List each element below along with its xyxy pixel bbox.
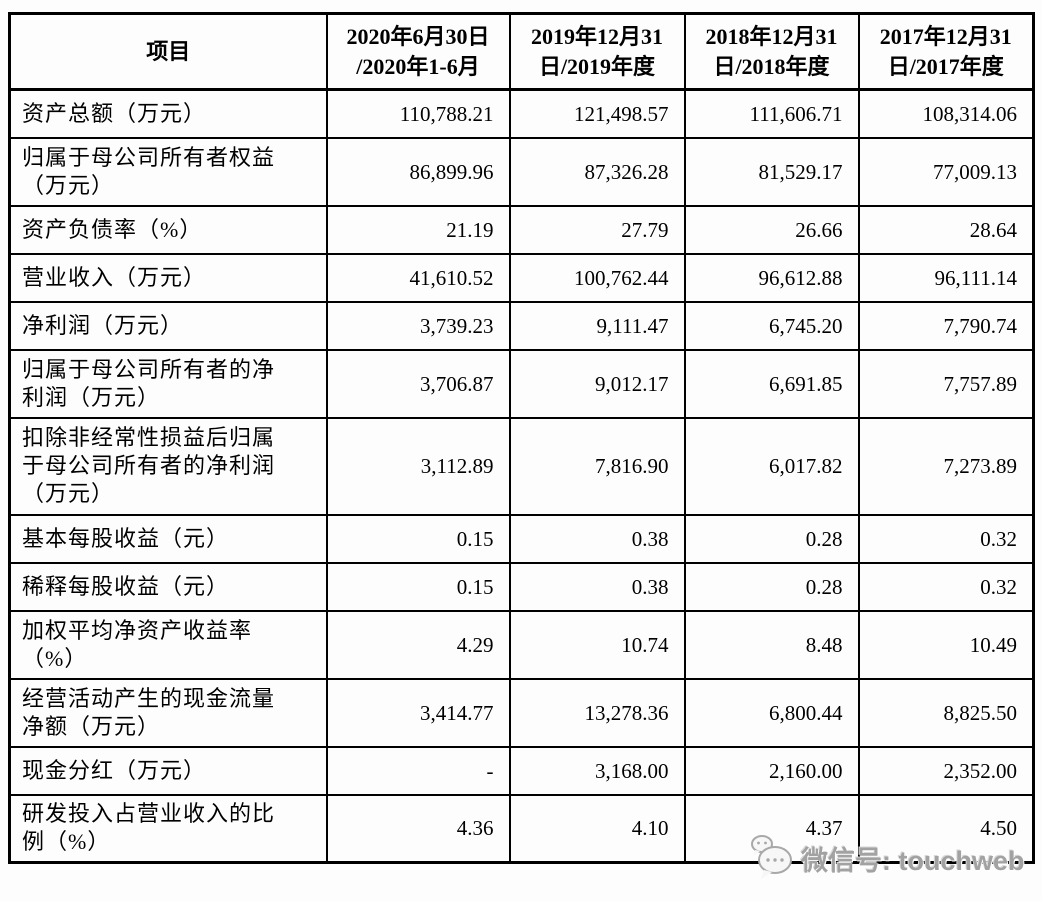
cell-value: 3,706.87 [325,348,511,419]
table-row: 净利润（万元） 3,739.23 9,111.47 6,745.20 7,790.74 [8,300,1035,351]
col-header-2020: 2020年6月30日 /2020年1-6月 [325,12,511,91]
row-label: 研发投入占营业收入的比 例（%） [8,793,328,864]
cell-value: 27.79 [508,204,686,255]
cell-value: 9,111.47 [508,300,686,351]
row-label: 资产总额（万元） [8,88,328,139]
table-row: 加权平均净资产收益率 （%） 4.29 10.74 8.48 10.49 [8,609,1035,680]
cell-value: 0.38 [508,513,686,564]
cell-value: 100,762.44 [508,252,686,303]
cell-value: 41,610.52 [325,252,511,303]
table-body: 资产总额（万元） 110,788.21 121,498.57 111,606.71 10… [8,88,1035,864]
row-label: 归属于母公司所有者的净 利润（万元） [8,348,328,419]
cell-value: 0.15 [325,561,511,612]
row-label: 稀释每股收益（元） [8,561,328,612]
watermark-text: 微信号: touchweb [801,845,1025,876]
cell-value: 0.32 [857,561,1035,612]
col-header-2019: 2019年12月31 日/2019年度 [508,12,686,91]
cell-value: 110,788.21 [325,88,511,139]
financial-summary-table: 项目 2020年6月30日 /2020年1-6月 2019年12月31 日/20… [8,12,1035,864]
cell-value: 13,278.36 [508,677,686,748]
table-row: 稀释每股收益（元） 0.15 0.38 0.28 0.32 [8,561,1035,612]
row-label: 基本每股收益（元） [8,513,328,564]
cell-value: 3,414.77 [325,677,511,748]
cell-value: 3,168.00 [508,745,686,796]
cell-value: 3,112.89 [325,416,511,516]
table-row: 基本每股收益（元） 0.15 0.38 0.28 0.32 [8,513,1035,564]
row-label: 营业收入（万元） [8,252,328,303]
cell-value: 8,825.50 [857,677,1035,748]
cell-value: 7,273.89 [857,416,1035,516]
cell-value: 87,326.28 [508,136,686,207]
row-label: 扣除非经常性损益后归属 于母公司所有者的净利润 （万元） [8,416,328,516]
cell-value: 7,757.89 [857,348,1035,419]
col-header-2017: 2017年12月31 日/2017年度 [857,12,1035,91]
watermark: 微信号: touchweb [748,832,1025,884]
cell-value: 6,745.20 [683,300,860,351]
row-label: 经营活动产生的现金流量 净额（万元） [8,677,328,748]
cell-value: 6,691.85 [683,348,860,419]
cell-value: 4.50 [857,793,1035,864]
cell-value: 7,790.74 [857,300,1035,351]
cell-value: 0.32 [857,513,1035,564]
cell-value: 3,739.23 [325,300,511,351]
cell-value: 86,899.96 [325,136,511,207]
table-row: 扣除非经常性损益后归属 于母公司所有者的净利润 （万元） 3,112.89 7,81… [8,416,1035,516]
cell-value: 6,800.44 [683,677,860,748]
cell-value: 111,606.71 [683,88,860,139]
wechat-icon [751,835,792,879]
col-header-2018: 2018年12月31 日/2018年度 [683,12,860,91]
table-row: 研发投入占营业收入的比 例（%） 4.36 4.10 4.37 4.50 [8,793,1035,864]
cell-value: 108,314.06 [857,88,1035,139]
table-row: 现金分红（万元） -3,168.00 2,160.00 2,352.00 [8,745,1035,796]
cell-value: 0.28 [683,561,860,612]
cell-value: 2,160.00 [683,745,860,796]
cell-value: 96,612.88 [683,252,860,303]
row-label: 现金分红（万元） [8,745,328,796]
cell-value: 9,012.17 [508,348,686,419]
cell-value: 10.74 [508,609,686,680]
table-row: 归属于母公司所有者的净 利润（万元） 3,706.87 9,012.17 6,691.… [8,348,1035,419]
cell-value: 4.36 [325,793,511,864]
table-header: 项目 2020年6月30日 /2020年1-6月 2019年12月31 日/20… [8,12,1035,91]
cell-value: 6,017.82 [683,416,860,516]
table-row: 资产负债率（%） 21.19 27.79 26.66 28.64 [8,204,1035,255]
row-label: 资产负债率（%） [8,204,328,255]
cell-value: - [325,745,511,796]
row-label: 加权平均净资产收益率 （%） [8,609,328,680]
cell-value: 21.19 [325,204,511,255]
cell-value: 96,111.14 [857,252,1035,303]
cell-value: 26.66 [683,204,860,255]
header-row: 项目 2020年6月30日 /2020年1-6月 2019年12月31 日/20… [8,12,1035,91]
col-header-item: 项目 [8,12,328,91]
cell-value: 0.38 [508,561,686,612]
table-row: 资产总额（万元） 110,788.21 121,498.57 111,606.71 10… [8,88,1035,139]
cell-value: 8.48 [683,609,860,680]
cell-value: 4.29 [325,609,511,680]
cell-value: 7,816.90 [508,416,686,516]
table-row: 经营活动产生的现金流量 净额（万元） 3,414.77 13,278.36 6,800… [8,677,1035,748]
cell-value: 2,352.00 [857,745,1035,796]
table-row: 归属于母公司所有者权益 （万元） 86,899.96 87,326.28 81,529… [8,136,1035,207]
row-label: 净利润（万元） [8,300,328,351]
cell-value: 4.10 [508,793,686,864]
cell-value: 0.28 [683,513,860,564]
cell-value: 0.15 [325,513,511,564]
cell-value: 77,009.13 [857,136,1035,207]
cell-value: 28.64 [857,204,1035,255]
row-label: 归属于母公司所有者权益 （万元） [8,136,328,207]
cell-value: 121,498.57 [508,88,686,139]
cell-value: 81,529.17 [683,136,860,207]
table-row: 营业收入（万元） 41,610.52 100,762.44 96,612.88 96,1… [8,252,1035,303]
cell-value: 10.49 [857,609,1035,680]
